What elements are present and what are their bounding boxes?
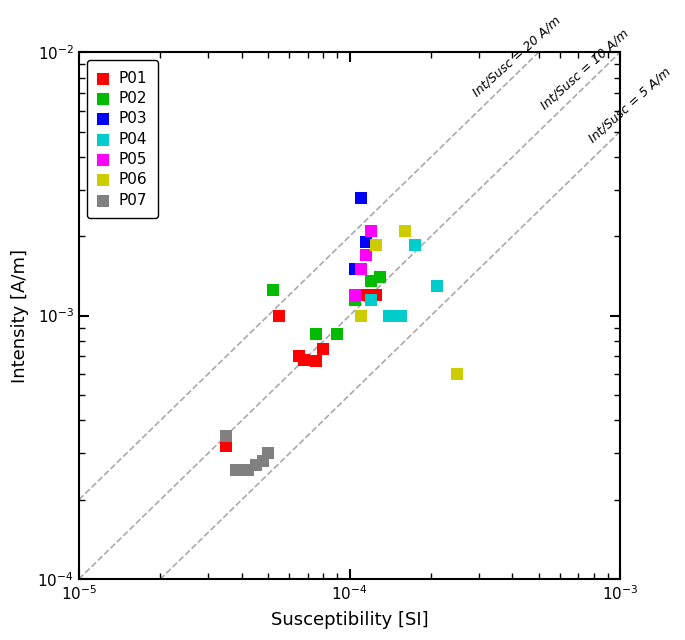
P06 bbox=[356, 310, 366, 321]
P07 bbox=[230, 465, 241, 475]
Y-axis label: Intensity [A/m]: Intensity [A/m] bbox=[11, 248, 29, 383]
P07 bbox=[221, 431, 232, 441]
P06 bbox=[371, 240, 382, 250]
P05 bbox=[366, 226, 377, 236]
P02 bbox=[310, 329, 321, 339]
P02 bbox=[375, 272, 386, 282]
P03 bbox=[356, 193, 366, 203]
P07 bbox=[242, 465, 253, 475]
P07 bbox=[262, 448, 273, 458]
P01 bbox=[274, 310, 285, 321]
P05 bbox=[360, 250, 371, 260]
P05 bbox=[350, 290, 361, 300]
Legend: P01, P02, P03, P04, P05, P06, P07: P01, P02, P03, P04, P05, P06, P07 bbox=[86, 60, 158, 218]
P04 bbox=[384, 310, 395, 321]
P02 bbox=[332, 329, 342, 339]
P01 bbox=[221, 441, 232, 451]
P04 bbox=[366, 294, 377, 305]
P05 bbox=[356, 264, 366, 275]
P06 bbox=[399, 226, 410, 236]
Text: Int/Susc = 10 A/m: Int/Susc = 10 A/m bbox=[538, 27, 632, 113]
P07 bbox=[250, 460, 261, 470]
P01 bbox=[299, 355, 310, 365]
P04 bbox=[432, 280, 443, 291]
P01 bbox=[318, 344, 329, 354]
P05 bbox=[371, 240, 382, 250]
P02 bbox=[267, 285, 278, 295]
P03 bbox=[350, 264, 361, 275]
P04 bbox=[395, 310, 406, 321]
P01 bbox=[293, 351, 304, 362]
Text: Int/Susc = 5 A/m: Int/Susc = 5 A/m bbox=[586, 65, 673, 145]
P01 bbox=[371, 290, 382, 300]
P07 bbox=[258, 456, 269, 467]
P01 bbox=[360, 290, 371, 300]
P03 bbox=[360, 237, 371, 247]
P06 bbox=[451, 369, 462, 379]
X-axis label: Susceptibility [SI]: Susceptibility [SI] bbox=[271, 611, 428, 629]
P02 bbox=[350, 294, 361, 305]
P02 bbox=[366, 276, 377, 286]
Text: Int/Susc = 20 A/m: Int/Susc = 20 A/m bbox=[471, 14, 563, 100]
P04 bbox=[410, 240, 421, 250]
P01 bbox=[310, 356, 321, 367]
